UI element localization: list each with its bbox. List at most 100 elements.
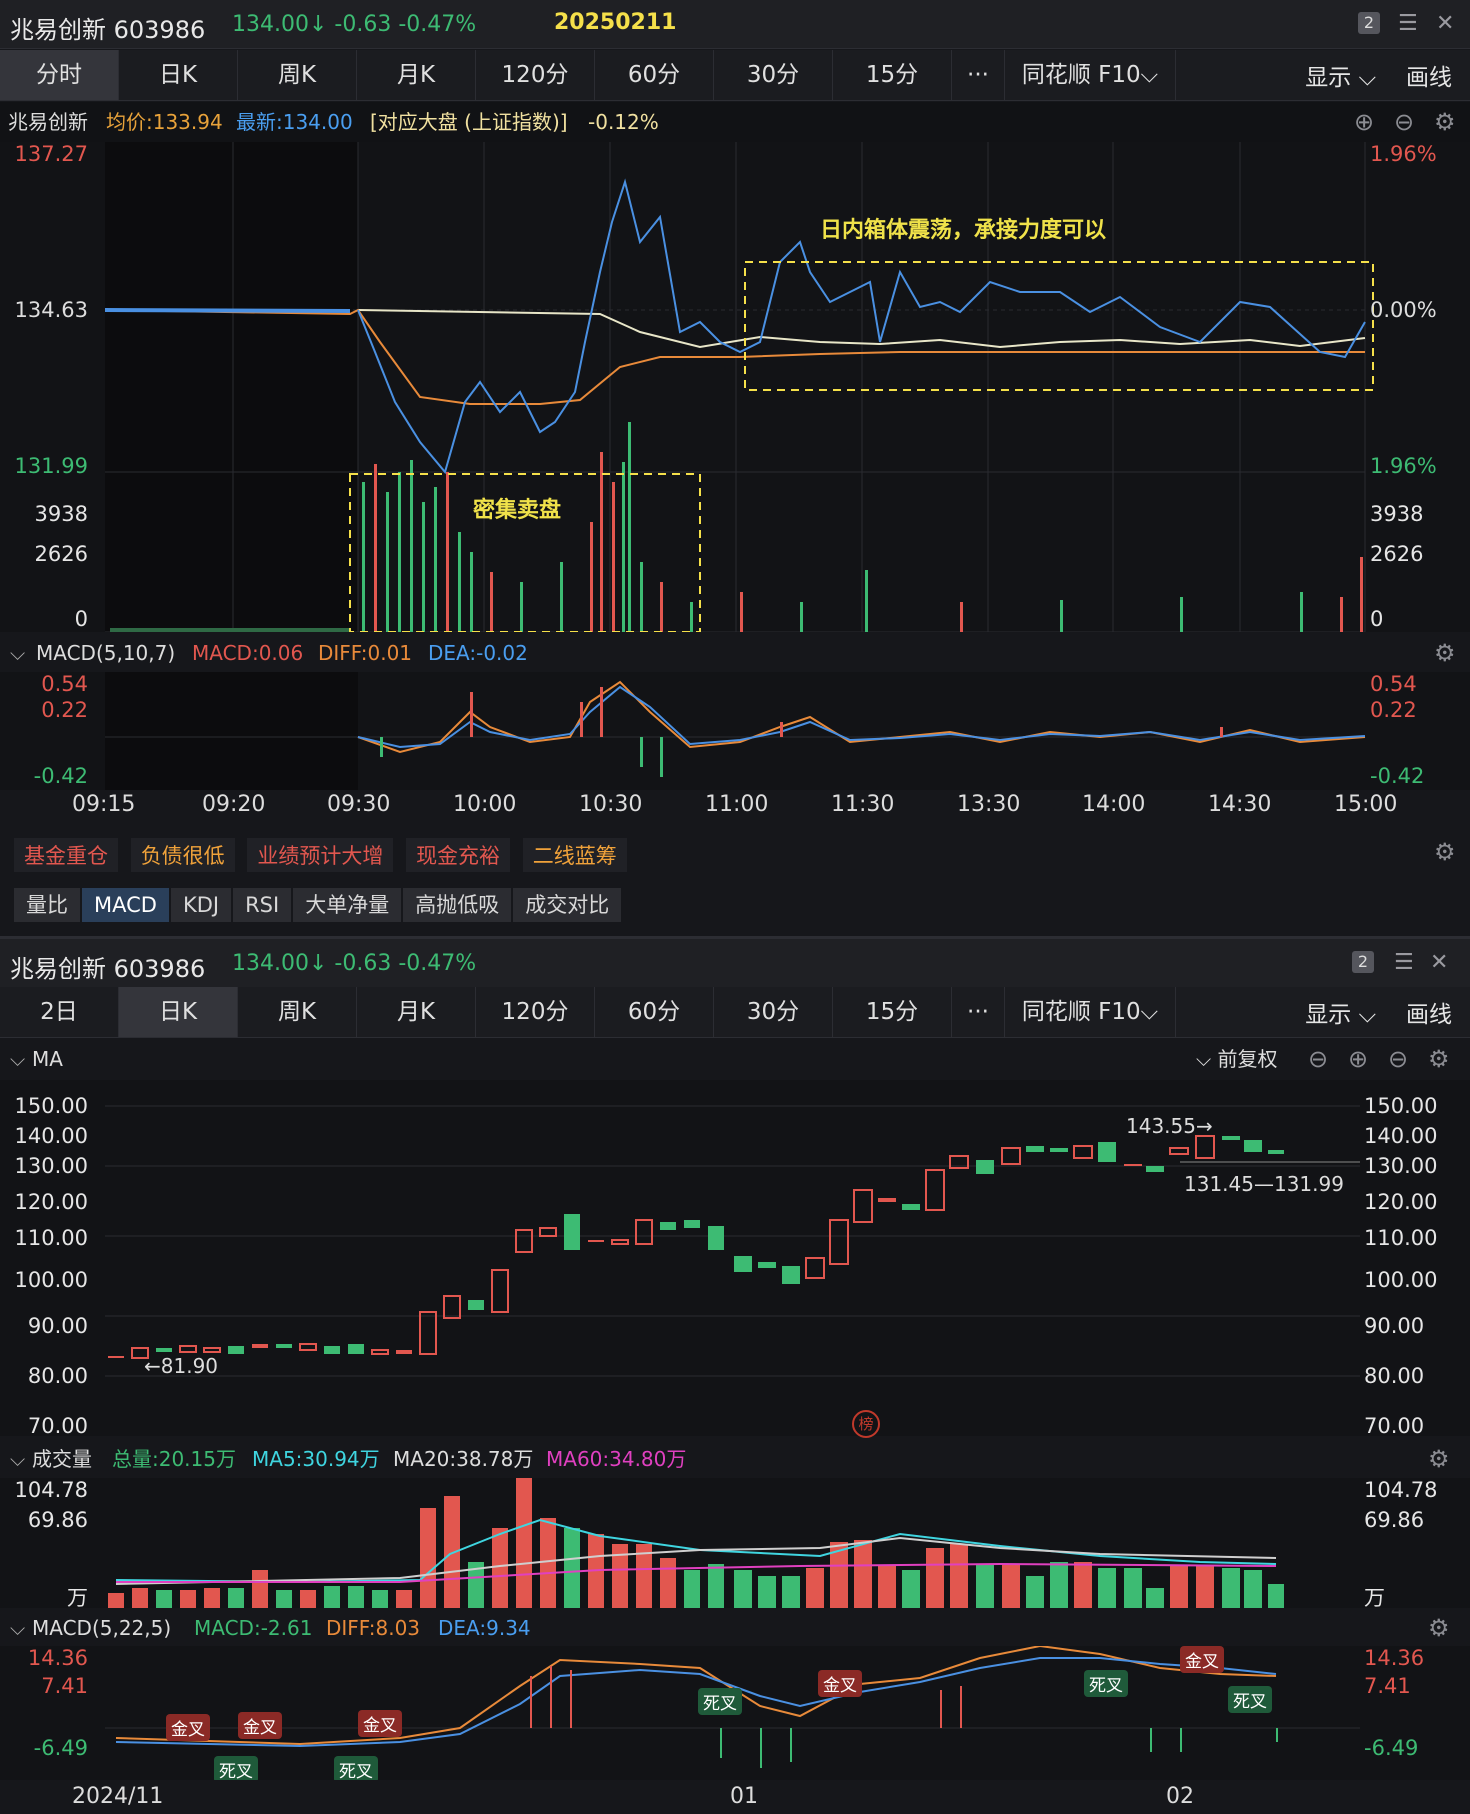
time-1330: 13:30 xyxy=(957,792,1021,817)
list-icon[interactable]: ☰ xyxy=(1398,11,1418,36)
tab-30min-2[interactable]: 30分 xyxy=(714,987,833,1037)
ind-volume-ratio[interactable]: 量比 xyxy=(14,888,80,922)
tag-fund-heavy[interactable]: 基金重仓 xyxy=(14,838,118,872)
k-axis-70-r: 70.00 xyxy=(1364,1414,1425,1438)
collapse-icon[interactable]: ⌵ xyxy=(10,1047,26,1071)
k-axis-90: 90.00 xyxy=(27,1314,88,1338)
tab-60min-2[interactable]: 60分 xyxy=(595,987,714,1037)
ma-bar: ⌵ MA ⌵ 前复权 ⊖ ⊕ ⊖ ⚙ xyxy=(0,1040,1470,1078)
low-price-note: ←81.90 xyxy=(144,1354,219,1378)
macd-settings-icon-2[interactable]: ⚙ xyxy=(1428,1614,1450,1642)
window-count-badge[interactable]: 2 xyxy=(1358,12,1380,34)
tab-daily-2[interactable]: 日K xyxy=(119,987,238,1037)
collapse-icon[interactable]: ⌵ xyxy=(10,641,26,665)
stock-title: 兆易创新 603986 xyxy=(10,16,206,44)
ind-high-low[interactable]: 高抛低吸 xyxy=(403,888,512,922)
tab-30min[interactable]: 30分 xyxy=(714,50,833,100)
more-periods-button-2[interactable]: ··· xyxy=(952,987,1005,1037)
rank-icon[interactable]: 榜 xyxy=(852,1410,880,1438)
tab-minute[interactable]: 分时 xyxy=(0,50,119,100)
tag-second-bluechip[interactable]: 二线蓝筹 xyxy=(522,838,627,872)
index-change: -0.12% xyxy=(588,110,659,134)
ind-kdj[interactable]: KDJ xyxy=(170,888,232,922)
more-periods-button[interactable]: ··· xyxy=(952,50,1005,100)
price-change-2: 134.00↓ -0.63 -0.47% xyxy=(232,951,477,976)
collapse-icon[interactable]: ⌵ xyxy=(10,1447,26,1471)
indicator-tabs: 量比 MACD KDJ RSI 大单净量 高抛低吸 成交对比 xyxy=(14,888,623,922)
last-range-note: 131.45—131.99 xyxy=(1184,1172,1344,1196)
volume-ma20: MA20:38.78万 xyxy=(393,1447,534,1471)
tag-low-debt[interactable]: 负债很低 xyxy=(130,838,235,872)
display-menu-2[interactable]: 显示 ⌵ xyxy=(1305,995,1376,1029)
minus-icon[interactable]: ⊖ xyxy=(1308,1045,1329,1073)
top-macd-header: ⌵ MACD(5,10,7) MACD:0.06 DIFF:0.01 DEA:-… xyxy=(0,634,1470,672)
chevron-down-icon: ⌵ xyxy=(1196,1047,1212,1071)
trade-date: 20250211 xyxy=(554,10,677,35)
k-axis-80-r: 80.00 xyxy=(1364,1364,1425,1388)
zoom-in-icon[interactable]: ⊕ xyxy=(1354,108,1375,136)
macd-settings-icon[interactable]: ⚙ xyxy=(1434,639,1456,667)
close-icon[interactable]: ✕ xyxy=(1436,11,1455,36)
draw-button-2[interactable]: 画线 xyxy=(1406,1002,1452,1028)
tab-15min-2[interactable]: 15分 xyxy=(833,987,952,1037)
ma-settings-icon[interactable]: ⚙ xyxy=(1428,1045,1450,1073)
f10-dropdown-2[interactable]: 同花顺 F10⌵ xyxy=(1005,987,1176,1037)
tab-monthly[interactable]: 月K xyxy=(357,50,476,100)
time-0915: 09:15 xyxy=(72,792,136,817)
display-label: 显示 xyxy=(1305,65,1352,91)
info-stock-name: 兆易创新 xyxy=(8,110,88,134)
ind-volume-compare[interactable]: 成交对比 xyxy=(513,888,622,922)
draw-button[interactable]: 画线 xyxy=(1406,65,1452,91)
diff-value-2: DIFF:8.03 xyxy=(326,1616,421,1640)
adjust-dropdown[interactable]: ⌵ 前复权 xyxy=(1196,1040,1278,1078)
plus-icon[interactable]: ⊕ xyxy=(1348,1045,1369,1073)
tab-daily[interactable]: 日K xyxy=(119,50,238,100)
tab-15min[interactable]: 15分 xyxy=(833,50,952,100)
display-label-2: 显示 xyxy=(1305,1002,1352,1028)
time-1100: 11:00 xyxy=(705,792,769,817)
display-menu[interactable]: 显示 ⌵ xyxy=(1305,58,1376,92)
minus-icon-2[interactable]: ⊖ xyxy=(1388,1045,1409,1073)
k-axis-80: 80.00 xyxy=(27,1364,88,1388)
tab-120min[interactable]: 120分 xyxy=(476,50,595,100)
candles-group xyxy=(108,1135,1284,1359)
k-axis-130: 130.00 xyxy=(14,1154,88,1178)
tab-60min[interactable]: 60分 xyxy=(595,50,714,100)
tag-cash-rich[interactable]: 现金充裕 xyxy=(406,838,511,872)
tab-weekly[interactable]: 周K xyxy=(238,50,357,100)
tab-120min-2[interactable]: 120分 xyxy=(476,987,595,1037)
tab-monthly-2[interactable]: 月K xyxy=(357,987,476,1037)
bmacd-axis-mid-r: 7.41 xyxy=(1364,1674,1411,1698)
volume-bars-group xyxy=(110,422,1363,632)
volume-ma5: MA5:30.94万 xyxy=(252,1447,380,1471)
top-info-bar: 兆易创新 均价:133.94 最新:134.00 [对应大盘 (上证指数)] -… xyxy=(0,102,1470,142)
close-icon-2[interactable]: ✕ xyxy=(1430,950,1449,975)
diff-value: DIFF:0.01 xyxy=(318,641,413,665)
f10-dropdown[interactable]: 同花顺 F10⌵ xyxy=(1005,50,1176,100)
ind-big-order[interactable]: 大单净量 xyxy=(293,888,402,922)
ind-macd[interactable]: MACD xyxy=(82,888,169,922)
high-price-note: 143.55→ xyxy=(1126,1114,1213,1138)
macd-value: MACD:0.06 xyxy=(192,641,304,665)
volume-settings-icon[interactable]: ⚙ xyxy=(1428,1445,1450,1473)
vol-axis-zero: 0 xyxy=(74,607,88,631)
tags-settings-icon[interactable]: ⚙ xyxy=(1434,838,1456,866)
tab-weekly-2[interactable]: 周K xyxy=(238,987,357,1037)
zoom-out-icon[interactable]: ⊖ xyxy=(1394,108,1415,136)
chevron-down-icon: ⌵ xyxy=(1358,65,1376,91)
collapse-icon[interactable]: ⌵ xyxy=(10,1616,26,1640)
signal-death-cross: 死叉 xyxy=(698,1688,742,1715)
ind-rsi[interactable]: RSI xyxy=(233,888,292,922)
period-tabs: 分时 日K 周K 月K 120分 60分 30分 15分 ··· 同花顺 F10… xyxy=(0,50,1470,101)
list-icon-2[interactable]: ☰ xyxy=(1394,950,1414,975)
range-annotation: 日内箱体震荡，承接力度可以 xyxy=(820,218,1107,243)
tab-2day[interactable]: 2日 xyxy=(0,987,119,1037)
settings-icon[interactable]: ⚙ xyxy=(1434,108,1456,136)
k-axis-120-r: 120.00 xyxy=(1364,1190,1438,1214)
signal-golden-cross: 金叉 xyxy=(1180,1646,1224,1673)
macd-title: MACD(5,10,7) xyxy=(36,641,176,665)
adjust-label: 前复权 xyxy=(1217,1047,1278,1071)
intraday-svg xyxy=(104,142,1374,632)
tag-profit-increase[interactable]: 业绩预计大增 xyxy=(247,838,394,872)
window-count-badge-2[interactable]: 2 xyxy=(1352,951,1374,973)
